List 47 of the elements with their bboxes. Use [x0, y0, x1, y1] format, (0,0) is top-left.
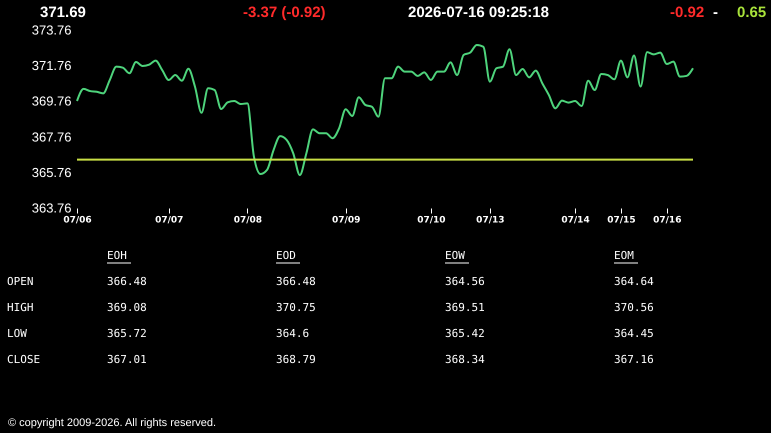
y-tick-label: 365.76: [32, 164, 72, 180]
text: 365.42: [445, 327, 485, 340]
text: 365.72: [107, 327, 147, 340]
text: 366.48: [107, 275, 147, 288]
text: 0.65: [737, 4, 766, 21]
text: 364.45: [614, 327, 654, 340]
text: 370.75: [276, 301, 316, 314]
y-tick-label: 371.76: [32, 58, 72, 74]
text: 364.6: [276, 327, 310, 340]
text: -3.37 (-0.92): [243, 4, 326, 21]
text: OPEN: [7, 275, 34, 288]
text: 367.16: [614, 353, 654, 366]
text: 364.56: [445, 275, 485, 288]
x-tick-label: 07/08: [234, 216, 262, 226]
text: 366.48: [276, 275, 316, 288]
x-tick-label: 07/16: [653, 216, 682, 226]
text: EOH: [107, 249, 127, 262]
x-tick-label: 07/09: [332, 216, 360, 226]
text: EOW: [445, 249, 466, 262]
text: EOD: [276, 249, 296, 262]
y-tick-label: 363.76: [32, 200, 72, 216]
x-tick-label: 07/15: [607, 216, 636, 226]
y-tick-label: 373.76: [32, 22, 72, 38]
x-tick-label: 07/13: [476, 216, 505, 226]
text: 368.34: [445, 353, 486, 366]
text: CLOSE: [7, 353, 40, 366]
text: 370.56: [614, 301, 654, 314]
x-tick-label: 07/07: [155, 216, 184, 226]
text: 368.79: [276, 353, 316, 366]
text: © copyright 2009-2026. All rights reserved.: [8, 417, 216, 429]
text: 371.69: [40, 4, 86, 21]
y-tick-label: 367.76: [32, 129, 72, 144]
x-tick-label: 07/10: [417, 216, 446, 226]
x-tick-label: 07/14: [561, 216, 590, 226]
text: 2026-07-16 09:25:18: [408, 4, 549, 21]
text: -0.92: [670, 4, 704, 21]
text: LOW: [7, 327, 28, 340]
text: 369.08: [107, 301, 147, 314]
text: -: [713, 4, 718, 21]
text: HIGH: [7, 301, 34, 314]
text: 364.64: [614, 275, 654, 288]
line-series: [76, 44, 694, 176]
text: EOM: [614, 249, 634, 262]
text: 367.01: [107, 353, 147, 366]
y-tick-label: 369.76: [32, 94, 72, 109]
text: 369.51: [445, 301, 485, 314]
x-tick-label: 07/06: [63, 216, 92, 226]
